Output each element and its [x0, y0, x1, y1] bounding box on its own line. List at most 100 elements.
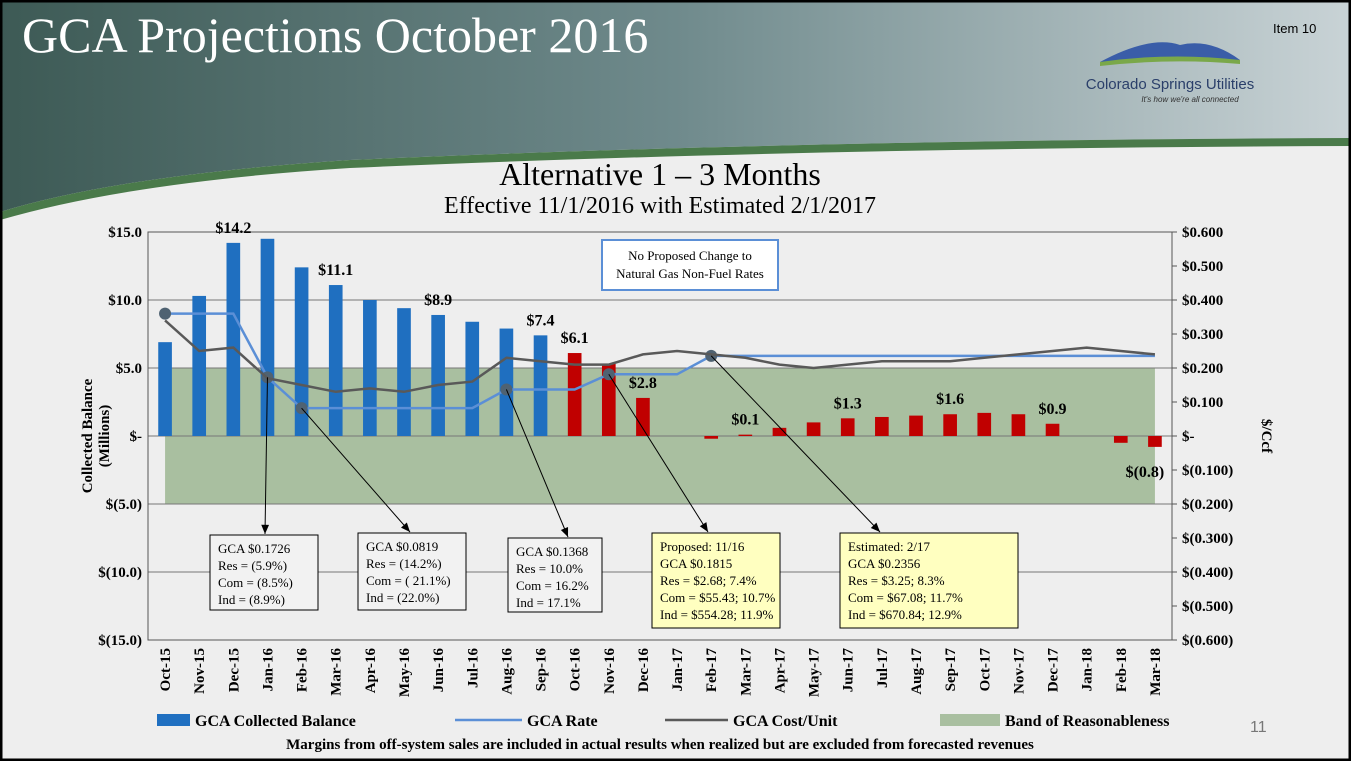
- x-tick-label: Mar-16: [329, 648, 345, 696]
- y-axis-title-line: Collected Balance: [80, 378, 96, 493]
- legend-label: GCA Rate: [527, 713, 598, 730]
- y2-tick-label: $(0.400): [1182, 565, 1233, 581]
- item-label: Item 10: [1273, 21, 1316, 36]
- bar: [601, 363, 616, 436]
- callout-text: GCA $0.0819: [366, 539, 438, 554]
- y2-axis-title: $/Ccf: [1258, 419, 1274, 454]
- callout-text: Ind = $670.84; 12.9%: [848, 607, 962, 622]
- y-tick-label: $(5.0): [106, 497, 142, 513]
- y2-tick-label: $0.600: [1182, 225, 1223, 241]
- bar: [909, 415, 923, 436]
- callout-text: GCA $0.2356: [848, 556, 921, 571]
- arrowhead: [560, 527, 569, 537]
- arrowhead: [870, 522, 880, 532]
- bar: [772, 427, 787, 436]
- legend-label: GCA Cost/Unit: [733, 713, 838, 730]
- bar: [1011, 414, 1026, 436]
- callout-box: [651, 532, 781, 629]
- y-tick-label: $15.0: [108, 225, 142, 241]
- bar: [499, 328, 514, 436]
- bar: [943, 414, 957, 436]
- header-stripe: [0, 138, 1351, 220]
- arrowhead: [699, 522, 708, 532]
- callout-box: [209, 534, 319, 611]
- x-tick-label: Jan-16: [260, 648, 276, 692]
- x-tick-label: May-17: [807, 648, 823, 698]
- x-tick-label: Oct-17: [977, 648, 993, 692]
- bar: [636, 397, 650, 436]
- bar: [158, 342, 172, 436]
- y2-tick-label: $(0.500): [1182, 599, 1233, 615]
- x-tick-label: Jun-16: [431, 648, 447, 693]
- legend-swatch: [940, 714, 1000, 726]
- x-tick-label: Sep-17: [943, 648, 959, 692]
- y2-tick-label: $(0.100): [1182, 463, 1233, 479]
- data-label: $6.1: [561, 330, 589, 347]
- callout-text: Ind = 17.1%: [516, 595, 581, 610]
- bar: [977, 412, 992, 436]
- x-tick-label: Feb-18: [1114, 648, 1130, 692]
- x-tick-label: Mar-18: [1148, 648, 1164, 696]
- y2-tick-label: $0.100: [1182, 395, 1223, 411]
- line: [164, 319, 1156, 394]
- x-tick-label: Sep-16: [534, 648, 550, 692]
- callout-text: Com = $55.43; 10.7%: [660, 590, 775, 605]
- bar: [431, 314, 445, 436]
- callout-arrow: [301, 407, 411, 533]
- y2-tick-label: $-: [1182, 429, 1195, 445]
- bar: [704, 436, 719, 439]
- callout-box: [507, 537, 603, 613]
- y2-tick-label: $(0.200): [1182, 497, 1233, 513]
- note-box: [601, 239, 779, 291]
- callout-text: GCA $0.1368: [516, 544, 588, 559]
- x-tick-label: Jan-17: [670, 648, 686, 692]
- callout-text: Com = ( 21.1%): [366, 573, 451, 588]
- x-tick-label: Jun-17: [841, 648, 857, 693]
- x-tick-label: Mar-17: [738, 648, 754, 696]
- chart-title: Alternative 1 – 3 Months: [499, 156, 821, 192]
- callout-text: Res = $2.68; 7.4%: [660, 573, 757, 588]
- bar: [294, 267, 309, 436]
- y-tick-label: $-: [130, 429, 143, 445]
- callout-text: GCA $0.1726: [218, 541, 291, 556]
- callout-arrow: [608, 374, 709, 533]
- footnote: Margins from off-system sales are includ…: [286, 737, 1034, 753]
- x-tick-label: Nov-16: [602, 648, 618, 694]
- y2-tick-label: $(0.600): [1182, 633, 1233, 649]
- callout-arrow: [264, 377, 268, 535]
- data-label: $2.8: [629, 375, 657, 392]
- callout-text: Ind = (22.0%): [366, 590, 439, 605]
- data-label: $11.1: [318, 262, 353, 279]
- x-tick-label: May-16: [397, 648, 413, 698]
- page-number: 11: [1250, 719, 1267, 736]
- x-tick-label: Oct-16: [568, 648, 584, 692]
- bar: [397, 308, 411, 436]
- logo-mountain: [1100, 42, 1240, 62]
- bar: [328, 285, 343, 436]
- y2-tick-label: $0.200: [1182, 361, 1223, 377]
- bar: [567, 353, 582, 436]
- bar: [1045, 423, 1060, 436]
- bar: [738, 434, 753, 436]
- x-tick-label: Jul-16: [465, 648, 481, 689]
- y2-tick-label: $0.300: [1182, 327, 1223, 343]
- callout-text: Estimated: 2/17: [848, 539, 930, 554]
- y2-tick-label: $0.500: [1182, 259, 1223, 275]
- legend-label: GCA Collected Balance: [195, 713, 356, 730]
- data-label: $1.6: [936, 391, 964, 408]
- bar: [806, 422, 821, 436]
- y-tick-label: $10.0: [108, 293, 142, 309]
- x-tick-label: Dec-15: [226, 648, 242, 692]
- x-tick-label: Apr-16: [363, 648, 379, 694]
- y-tick-label: $(10.0): [98, 565, 142, 581]
- callout-text: Com = 16.2%: [516, 578, 589, 593]
- callout-text: Ind = (8.9%): [218, 592, 285, 607]
- plot-frame: [147, 231, 1173, 641]
- callout-text: Com = (8.5%): [218, 575, 293, 590]
- y-axis-title-line: (Millions): [97, 405, 113, 468]
- data-label: $0.9: [1039, 401, 1067, 418]
- bar: [1113, 436, 1128, 443]
- arrowhead: [261, 524, 270, 534]
- arrowhead: [401, 522, 410, 532]
